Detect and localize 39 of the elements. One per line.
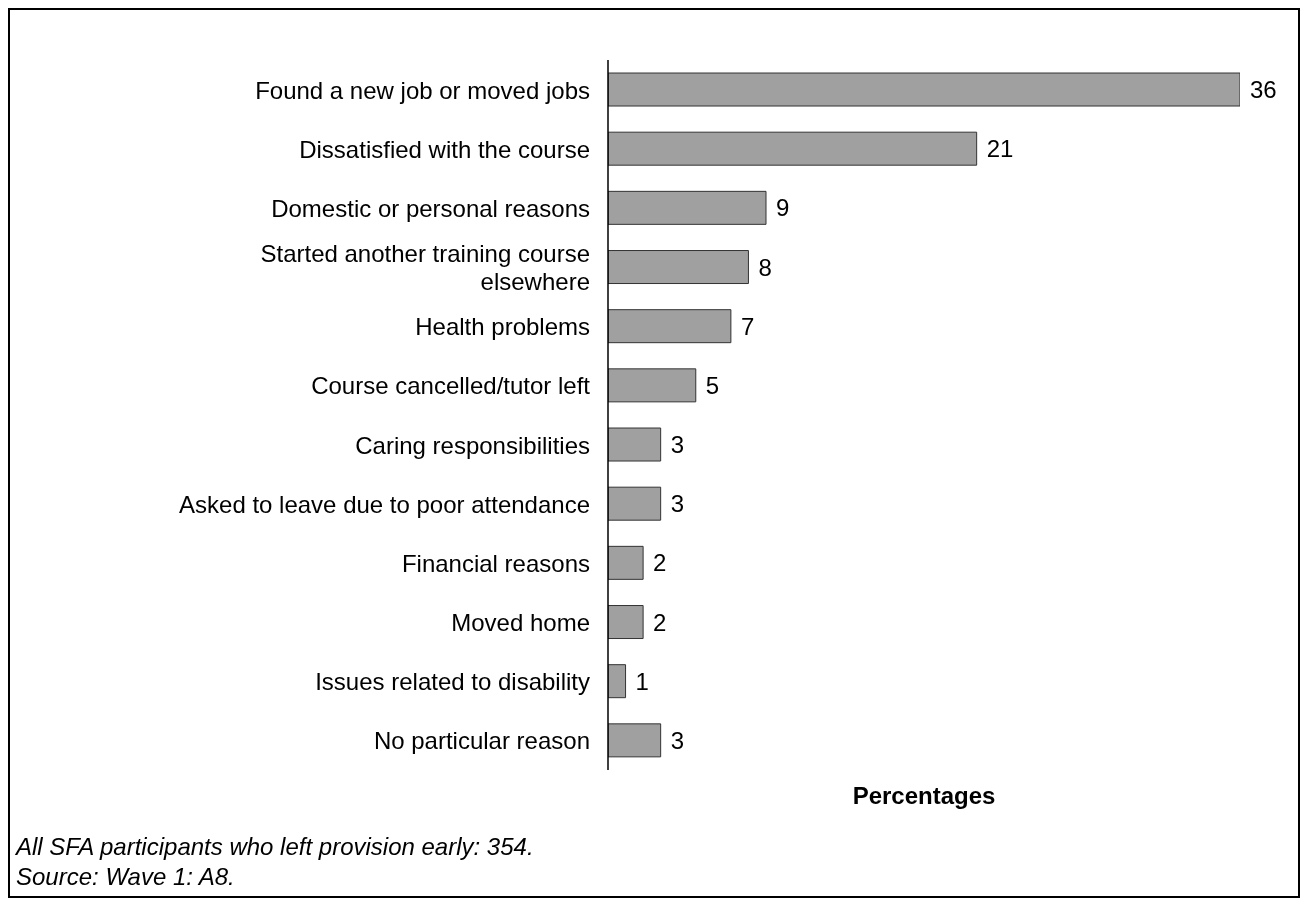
y-tick-label: Dissatisfied with the course <box>299 135 590 163</box>
data-label: 7 <box>740 312 755 340</box>
bar <box>608 664 627 699</box>
bar <box>608 545 644 580</box>
bar <box>608 723 662 758</box>
y-tick-label: Started another training course elsewhere <box>260 239 590 295</box>
bar <box>608 486 662 521</box>
source-note: Source: Wave 1: A8. <box>16 862 236 892</box>
data-label: 8 <box>758 253 772 281</box>
data-label: 9 <box>776 194 790 222</box>
bar <box>608 605 644 640</box>
bar <box>608 427 662 462</box>
data-label: 3 <box>670 490 685 518</box>
bar <box>608 368 697 403</box>
y-tick-label: Issues related to disability <box>315 667 590 695</box>
y-tick-label: Moved home <box>451 608 590 636</box>
bar <box>608 309 732 344</box>
data-label: 2 <box>653 608 667 636</box>
data-label: 36 <box>1250 76 1277 104</box>
y-tick-label: Domestic or personal reasons <box>271 194 590 222</box>
y-tick-label: No particular reason <box>373 726 590 754</box>
bar <box>608 72 1240 107</box>
y-tick-label: Caring responsibilities <box>355 431 590 459</box>
data-label: 2 <box>653 549 667 577</box>
bar <box>608 250 749 285</box>
x-axis-title: Percentages <box>851 782 997 810</box>
data-label: 3 <box>670 431 685 459</box>
y-tick-label: Asked to leave due to poor attendance <box>179 490 590 518</box>
text: All SFA participants who left provision early: 354. <box>16 832 534 862</box>
y-tick-label: Course cancelled/tutor left <box>311 371 591 399</box>
data-label: 5 <box>705 371 720 399</box>
data-label: 3 <box>670 726 685 754</box>
bar <box>608 190 767 225</box>
data-label: 1 <box>635 667 649 695</box>
bar <box>608 131 978 166</box>
y-tick-label: Found a new job or moved jobs <box>255 76 590 104</box>
y-tick-label: Health problems <box>415 312 590 340</box>
y-tick-label: Financial reasons <box>401 549 590 577</box>
data-label: 21 <box>986 135 1014 163</box>
